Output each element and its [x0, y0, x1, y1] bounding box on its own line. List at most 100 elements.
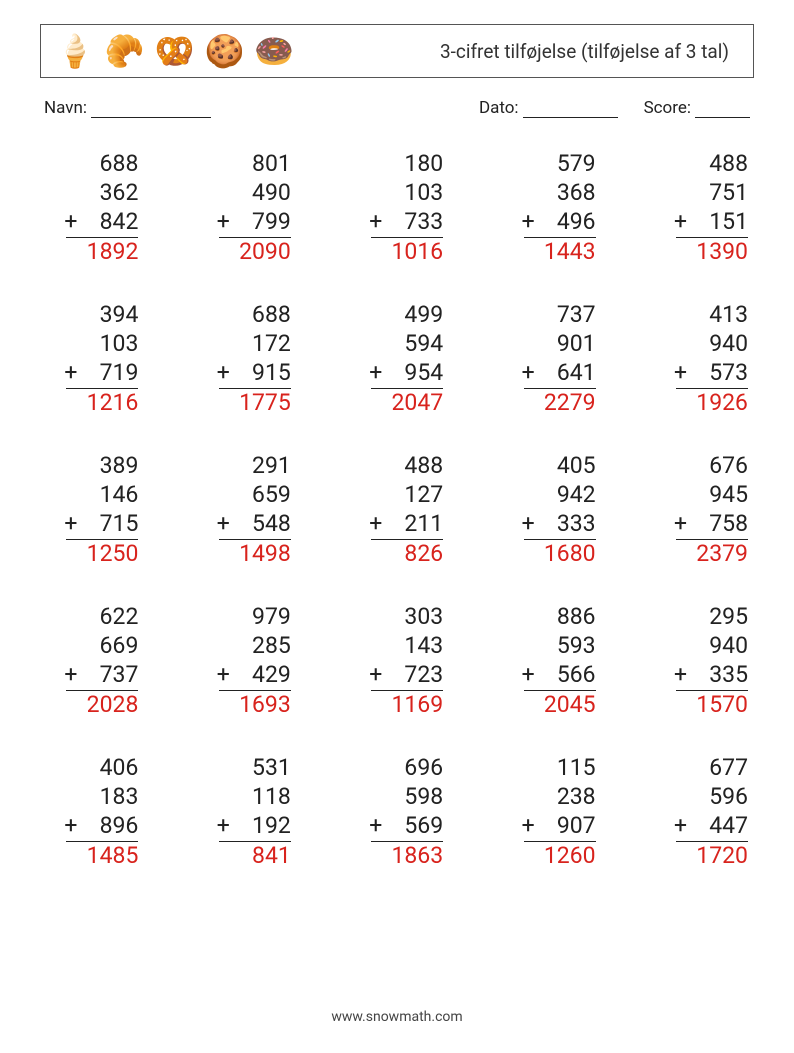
answer: 2028: [66, 691, 138, 720]
addend: 579: [524, 150, 596, 179]
addend: 146: [66, 481, 138, 510]
problem: 6881729151775: [198, 301, 290, 418]
answer: 1016: [371, 238, 443, 267]
score-field: Score:: [644, 98, 750, 118]
problem: 4139405731926: [656, 301, 748, 418]
donut-icon: 🍩: [254, 35, 294, 67]
footer: www.snowmath.com: [0, 1009, 794, 1025]
answer: 1693: [219, 691, 291, 720]
addend: 596: [676, 783, 748, 812]
answer: 1485: [66, 842, 138, 871]
problem: 488127211826: [351, 452, 443, 569]
score-label: Score:: [644, 98, 691, 118]
date-field: Dato:: [479, 98, 618, 118]
date-label: Dato:: [479, 98, 519, 118]
addend: 303: [371, 603, 443, 632]
addend-last: 496: [524, 208, 596, 239]
addend-last: 429: [219, 661, 291, 692]
header-box: 🍦 🥐 🥨 🍪 🍩 3-cifret tilføjelse (tilføjels…: [40, 24, 754, 78]
answer: 2379: [676, 540, 748, 569]
addend: 688: [66, 150, 138, 179]
answer: 1250: [66, 540, 138, 569]
addend: 594: [371, 330, 443, 359]
addend-last: 799: [219, 208, 291, 239]
answer: 1680: [524, 540, 596, 569]
ice-cream-icon: 🍦: [55, 35, 95, 67]
addend: 688: [219, 301, 291, 330]
addend: 103: [371, 179, 443, 208]
addend: 368: [524, 179, 596, 208]
answer: 2045: [524, 691, 596, 720]
name-label: Navn:: [44, 98, 87, 118]
addend: 389: [66, 452, 138, 481]
addend: 598: [371, 783, 443, 812]
addend: 659: [219, 481, 291, 510]
answer: 1443: [524, 238, 596, 267]
answer: 2279: [524, 389, 596, 418]
addend-last: 758: [676, 510, 748, 541]
problem: 6775964471720: [656, 754, 748, 871]
addend: 172: [219, 330, 291, 359]
addend: 488: [676, 150, 748, 179]
addend: 940: [676, 632, 748, 661]
problem: 6883628421892: [46, 150, 138, 267]
addend-last: 211: [371, 510, 443, 541]
addend: 622: [66, 603, 138, 632]
addend: 942: [524, 481, 596, 510]
problem: 1801037331016: [351, 150, 443, 267]
addend: 669: [66, 632, 138, 661]
problem: 4995949542047: [351, 301, 443, 418]
addend-last: 842: [66, 208, 138, 239]
problem: 4061838961485: [46, 754, 138, 871]
addend-last: 573: [676, 359, 748, 390]
addend-last: 896: [66, 812, 138, 843]
answer: 1863: [371, 842, 443, 871]
answer: 1498: [219, 540, 291, 569]
answer: 1892: [66, 238, 138, 267]
problem: 2959403351570: [656, 603, 748, 720]
addend-last: 151: [676, 208, 748, 239]
answer: 1720: [676, 842, 748, 871]
addend-last: 715: [66, 510, 138, 541]
addend: 751: [676, 179, 748, 208]
answer: 1216: [66, 389, 138, 418]
date-blank[interactable]: [523, 101, 618, 118]
problem: 8014907992090: [198, 150, 290, 267]
addend: 406: [66, 754, 138, 783]
addend: 901: [524, 330, 596, 359]
answer: 1169: [371, 691, 443, 720]
addend-last: 335: [676, 661, 748, 692]
worksheet-page: 🍦 🥐 🥨 🍪 🍩 3-cifret tilføjelse (tilføjels…: [0, 0, 794, 1053]
problem: 6965985691863: [351, 754, 443, 871]
addend-last: 733: [371, 208, 443, 239]
addend: 295: [676, 603, 748, 632]
addend: 499: [371, 301, 443, 330]
addend-last: 723: [371, 661, 443, 692]
problem: 6226697372028: [46, 603, 138, 720]
answer: 826: [371, 540, 443, 569]
addend: 488: [371, 452, 443, 481]
problem: 531118192841: [198, 754, 290, 871]
answer: 1390: [676, 238, 748, 267]
addend: 940: [676, 330, 748, 359]
problem: 3891467151250: [46, 452, 138, 569]
problem: 4887511511390: [656, 150, 748, 267]
addend: 979: [219, 603, 291, 632]
page-title: 3-cifret tilføjelse (tilføjelse af 3 tal…: [440, 40, 729, 63]
name-blank[interactable]: [91, 101, 211, 118]
addend: 362: [66, 179, 138, 208]
addend: 127: [371, 481, 443, 510]
score-blank[interactable]: [695, 101, 750, 118]
addend-last: 566: [524, 661, 596, 692]
addend: 413: [676, 301, 748, 330]
addend-last: 548: [219, 510, 291, 541]
answer: 2047: [371, 389, 443, 418]
addend-last: 954: [371, 359, 443, 390]
addend: 593: [524, 632, 596, 661]
addend-last: 915: [219, 359, 291, 390]
addend: 103: [66, 330, 138, 359]
addend: 115: [524, 754, 596, 783]
problem: 7379016412279: [503, 301, 595, 418]
addend: 490: [219, 179, 291, 208]
addend-last: 192: [219, 812, 291, 843]
